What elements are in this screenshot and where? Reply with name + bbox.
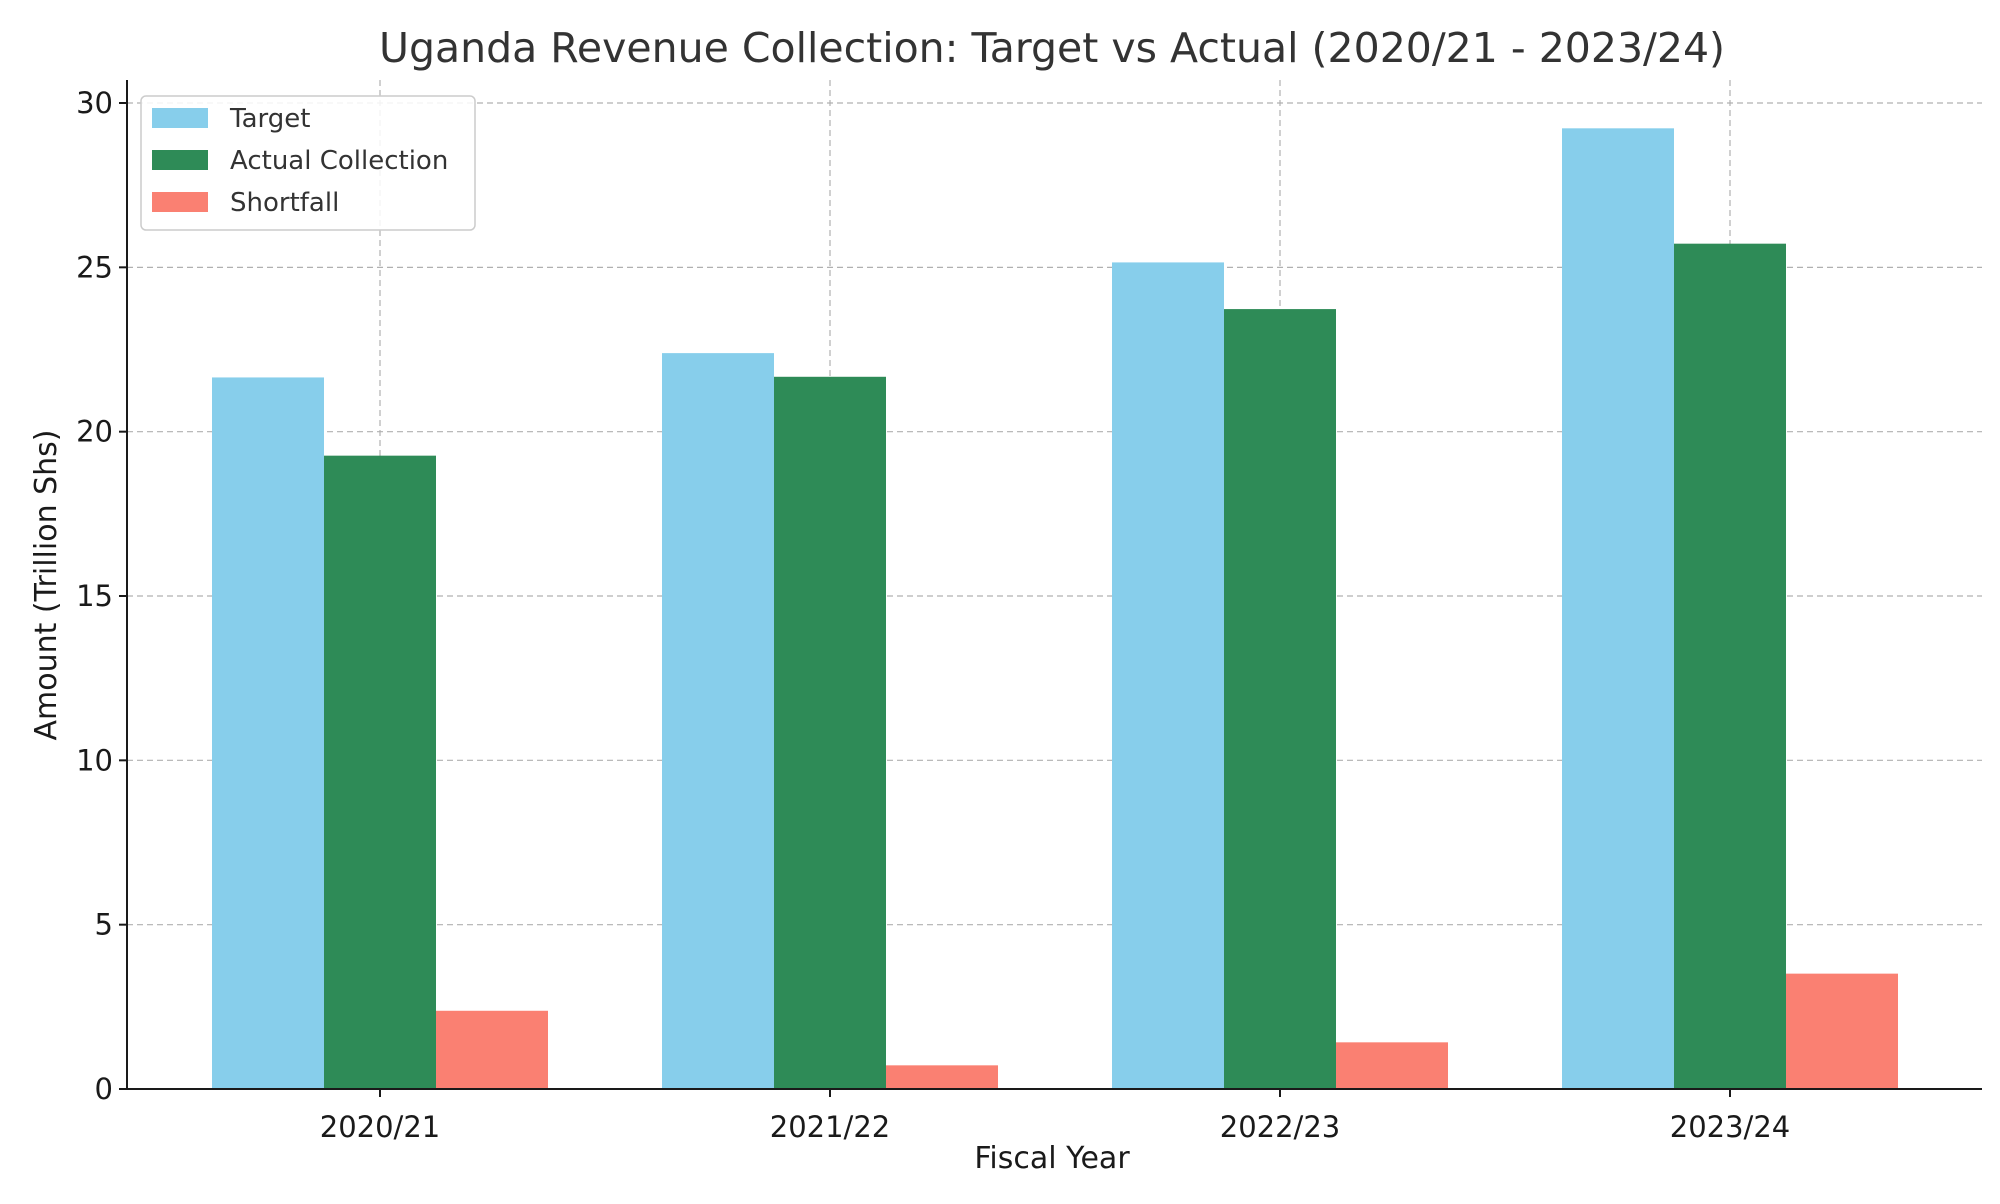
bar-shortfall: [436, 1010, 548, 1089]
y-tick-label: 15: [76, 579, 113, 613]
bar-shortfall: [1786, 973, 1898, 1089]
legend-box: [140, 95, 476, 231]
bars: [212, 128, 1898, 1090]
y-tick-label: 5: [95, 908, 113, 942]
legend-label: Actual Collection: [230, 146, 448, 176]
x-tick-label: 2020/21: [320, 1110, 440, 1144]
legend: Target Actual Collection Shortfall: [140, 95, 476, 231]
x-tick-label: 2023/24: [1670, 1110, 1790, 1144]
x-axis-label: Fiscal Year: [974, 1141, 1130, 1176]
bar-target: [1562, 128, 1674, 1090]
bar-target: [212, 377, 324, 1089]
y-tick-label: 30: [76, 86, 113, 120]
bar-actual-collection: [774, 376, 886, 1089]
y-tick-label: 25: [76, 250, 113, 284]
bar-shortfall: [886, 1065, 998, 1089]
bar-shortfall: [1336, 1042, 1448, 1089]
bar-actual-collection: [1224, 309, 1336, 1089]
legend-swatch: [152, 192, 208, 212]
tick-labels: 0 5 10 15 20 25 30 2020/21 2021/22 2022/23 2023/24: [76, 86, 1790, 1144]
y-tick-label: 10: [76, 743, 113, 777]
axes: [119, 80, 1982, 1097]
legend-label: Shortfall: [230, 188, 339, 218]
chart-title: Uganda Revenue Collection: Target vs Act…: [379, 24, 1725, 72]
legend-label: Target: [229, 104, 310, 134]
x-tick-label: 2022/23: [1220, 1110, 1340, 1144]
bar-actual-collection: [324, 455, 436, 1089]
y-axis-label: Amount (Trillion Shs): [29, 429, 64, 740]
bar-actual-collection: [1674, 243, 1786, 1089]
y-tick-label: 20: [76, 415, 113, 449]
legend-swatch: [152, 150, 208, 170]
bar-target: [1112, 262, 1224, 1089]
x-tick-label: 2021/22: [770, 1110, 890, 1144]
legend-swatch: [152, 108, 208, 128]
y-tick-label: 0: [95, 1072, 113, 1106]
bar-target: [662, 353, 774, 1089]
